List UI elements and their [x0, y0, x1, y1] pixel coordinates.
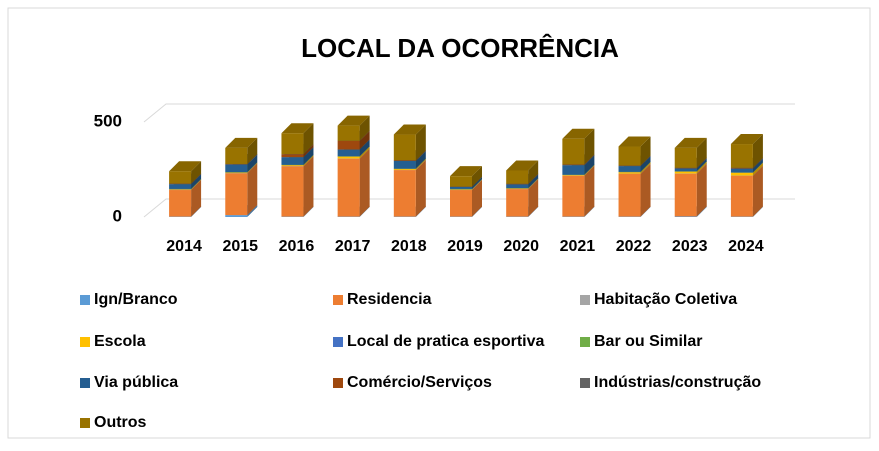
bar-front — [281, 166, 303, 216]
legend-swatch — [333, 295, 343, 305]
bar-front — [225, 148, 247, 164]
bar-front — [394, 170, 416, 217]
bar-front — [506, 170, 528, 183]
bar-front — [338, 141, 360, 150]
bar-front — [675, 216, 697, 217]
bar-front — [675, 174, 697, 217]
bar-front — [394, 169, 416, 170]
y-tick-label: 0 — [113, 206, 122, 225]
x-tick-label: 2019 — [447, 238, 483, 255]
legend-label: Outros — [94, 414, 147, 431]
legend-label: Local de pratica esportiva — [347, 333, 545, 350]
bar-front — [338, 159, 360, 217]
bar-front — [619, 166, 641, 172]
legend-swatch — [80, 418, 90, 428]
bar-front — [619, 147, 641, 166]
legend-swatch — [80, 378, 90, 388]
x-tick-label: 2014 — [166, 238, 202, 255]
chart-title: LOCAL DA OCORRÊNCIA — [301, 33, 619, 63]
bar-front — [225, 173, 247, 174]
bar-front — [169, 184, 191, 189]
x-tick-label: 2016 — [279, 238, 315, 255]
bar-front — [562, 165, 584, 166]
bar-front — [281, 133, 303, 154]
bar-front — [281, 157, 303, 165]
x-tick-label: 2015 — [222, 238, 258, 255]
bar-front — [338, 157, 360, 159]
x-tick-label: 2024 — [728, 238, 764, 255]
y-tick-label: 500 — [94, 111, 122, 130]
bar-front — [169, 189, 191, 190]
bar-front — [225, 165, 247, 173]
x-tick-label: 2023 — [672, 238, 708, 255]
bar-front — [731, 144, 753, 168]
bar-front — [338, 150, 360, 157]
legend-swatch — [580, 337, 590, 347]
bar-front — [394, 161, 416, 169]
bar-front — [450, 190, 472, 217]
legend-label: Habitação Coletiva — [594, 291, 737, 308]
bar-front — [562, 175, 584, 176]
bar-front — [731, 173, 753, 176]
bar-front — [562, 165, 584, 175]
legend-label: Ign/Branco — [94, 291, 178, 308]
legend-swatch — [80, 337, 90, 347]
legend-swatch — [333, 337, 343, 347]
x-tick-label: 2021 — [560, 238, 596, 255]
legend-label: Comércio/Serviços — [347, 374, 492, 391]
bar-segment — [338, 149, 370, 217]
bar-front — [281, 165, 303, 166]
legend-swatch — [333, 378, 343, 388]
bar-front — [281, 154, 303, 157]
legend-swatch — [80, 295, 90, 305]
bar-front — [731, 168, 753, 169]
legend-label: Indústrias/construção — [594, 374, 761, 391]
legend-label: Escola — [94, 333, 146, 350]
legend-label: Bar ou Similar — [594, 333, 702, 350]
bar-segment — [562, 129, 594, 165]
bar-side — [303, 156, 313, 216]
bar-front — [225, 173, 247, 215]
legend-label: Via pública — [94, 374, 178, 391]
bar-front — [675, 148, 697, 168]
bar-front — [675, 168, 697, 171]
x-tick-label: 2022 — [616, 238, 652, 255]
x-tick-label: 2020 — [503, 238, 539, 255]
bar-front — [225, 215, 247, 217]
bar-front — [619, 174, 641, 217]
x-tick-label: 2018 — [391, 238, 427, 255]
bar-front — [562, 176, 584, 217]
x-tick-label: 2017 — [335, 238, 371, 255]
legend-label: Residencia — [347, 291, 432, 308]
bar-front — [394, 135, 416, 161]
bar-front — [731, 169, 753, 173]
bar-segment — [394, 125, 426, 161]
bar-front — [506, 189, 528, 217]
bar-side — [360, 149, 370, 217]
bar-front — [394, 160, 416, 161]
bar-front — [731, 176, 753, 217]
bar-front — [619, 172, 641, 174]
bar-front — [506, 184, 528, 188]
bar-front — [169, 171, 191, 183]
bar-front — [169, 190, 191, 217]
bar-front — [562, 139, 584, 165]
bar-front — [450, 187, 472, 189]
legend-swatch — [580, 295, 590, 305]
bar-front — [675, 172, 697, 174]
legend-swatch — [580, 378, 590, 388]
bar-front — [450, 176, 472, 186]
bar-front — [338, 126, 360, 141]
